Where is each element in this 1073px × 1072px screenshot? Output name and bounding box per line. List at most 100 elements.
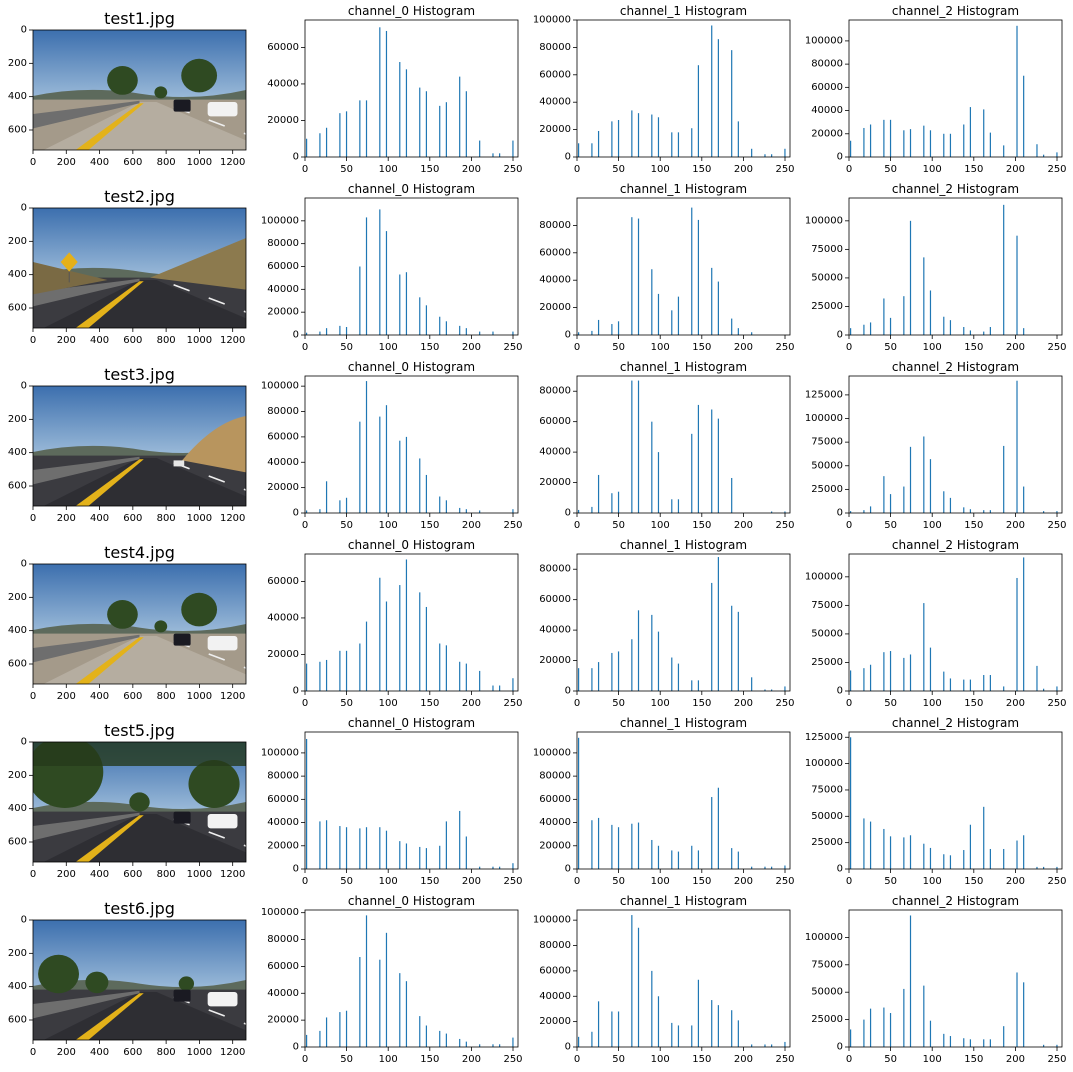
histogram-bar (419, 592, 421, 691)
x-tick-label: 1000 (187, 1047, 212, 1058)
histogram-bar (657, 293, 660, 335)
histogram-bar (989, 1039, 991, 1047)
x-tick-label: 50 (612, 164, 625, 175)
histogram-bar (784, 511, 786, 513)
histogram-bars (850, 557, 1058, 691)
histogram-bar (459, 810, 461, 869)
histogram-bar (1016, 972, 1018, 1047)
histogram-bar (963, 507, 965, 513)
image-panel: test3.jpg 0 200 400 600 800 1000 1200 0 200 400 600 (8, 365, 247, 524)
histogram-bars (578, 557, 786, 691)
histogram-bar (1043, 154, 1045, 157)
histogram-bar (439, 1030, 441, 1047)
x-tick-label: 0 (574, 1054, 580, 1065)
x-tick-label: 100 (379, 520, 398, 531)
x-tick-label: 200 (57, 1047, 76, 1058)
y-tick-label: 40000 (267, 817, 299, 828)
x-tick-label: 150 (964, 342, 983, 353)
histogram-bars (306, 915, 514, 1047)
x-tick-label: 200 (734, 698, 753, 709)
histogram-bar (869, 821, 872, 869)
x-tick-label: 250 (503, 342, 522, 353)
histogram-bar (512, 509, 514, 513)
histogram-bar (319, 133, 321, 157)
x-tick-label: 200 (1006, 520, 1025, 531)
x-tick-label: 1000 (187, 869, 212, 880)
road-photo (33, 30, 246, 150)
x-tick-label: 200 (1006, 876, 1025, 887)
histogram-panel: channel_0 Histogram 0 50 100 150 200 250 0 20000… (261, 182, 523, 353)
histogram-bar (1016, 380, 1018, 513)
axes-frame (304, 909, 519, 1048)
histogram-bar (850, 511, 852, 513)
histogram-bar (1016, 25, 1018, 157)
histogram-panel: channel_1 Histogram 0 50 100 150 200 250 0 20000… (533, 716, 795, 887)
histogram-panel: channel_0 Histogram 0 50 100 150 200 250 0 20000… (267, 4, 522, 175)
y-tick-label: 40000 (267, 988, 299, 999)
histogram-bar (923, 125, 925, 157)
histogram-bar (731, 50, 733, 157)
x-tick-label: 150 (964, 698, 983, 709)
histogram-bar (365, 100, 368, 157)
y-tick-label: 80000 (267, 771, 299, 782)
y-tick-label: 60000 (539, 69, 571, 80)
histogram-bar (405, 69, 408, 157)
histogram-bar (637, 927, 640, 1047)
x-tick-label: 150 (964, 1054, 983, 1065)
x-tick-label: 50 (612, 520, 625, 531)
histogram-bar (969, 824, 972, 869)
histogram-bar (697, 219, 700, 335)
y-tick-label: 200 (8, 414, 27, 425)
histogram-bar (465, 328, 467, 335)
histogram-title: channel_2 Histogram (892, 716, 1019, 730)
histogram-bar (345, 497, 348, 513)
histogram-bar (319, 661, 321, 691)
x-tick-label: 400 (90, 157, 109, 168)
y-tick-label: 600 (8, 303, 27, 314)
histogram-bar (385, 231, 388, 335)
y-tick-label: 125000 (805, 732, 843, 743)
y-tick-label: 75000 (811, 437, 843, 448)
y-tick-label: 75000 (811, 784, 843, 795)
x-tick-label: 150 (420, 1054, 439, 1065)
histogram-bar (909, 446, 912, 513)
y-tick-label: 0 (21, 381, 27, 392)
x-tick-label: 50 (884, 698, 897, 709)
axes-frame (848, 909, 1063, 1048)
axes-frame (576, 19, 791, 158)
histogram-bar (325, 1017, 328, 1047)
histogram-bar (923, 436, 925, 513)
x-tick-label: 100 (651, 698, 670, 709)
x-tick-label: 1000 (187, 691, 212, 702)
histogram-bar (677, 663, 680, 691)
histogram-bar (671, 850, 673, 869)
x-tick-label: 50 (612, 342, 625, 353)
y-tick-label: 50000 (811, 811, 843, 822)
histogram-bar (399, 585, 401, 691)
x-tick-label: 250 (1047, 876, 1066, 887)
y-tick-label: 40000 (267, 457, 299, 468)
road-photo (33, 386, 246, 506)
histogram-bar (651, 269, 653, 335)
histogram-bar (385, 30, 388, 157)
y-tick-label: 0 (21, 559, 27, 570)
histogram-bar (784, 148, 786, 157)
histogram-bar (889, 494, 892, 513)
histogram-bar (465, 1041, 467, 1047)
histogram-bar (1043, 1044, 1045, 1047)
histogram-bar (637, 380, 640, 513)
image-title: test3.jpg (104, 365, 175, 384)
histogram-bar (1023, 328, 1025, 335)
histogram-bar (578, 509, 580, 513)
axes-frame (304, 553, 519, 692)
histogram-bar (983, 109, 985, 157)
histogram-bar (671, 132, 673, 157)
histogram-bar (597, 662, 600, 691)
x-tick-label: 0 (846, 164, 852, 175)
histogram-bar (850, 737, 852, 869)
histogram-bar (983, 675, 985, 691)
histogram-bar (943, 491, 945, 513)
histogram-bar (631, 639, 633, 691)
y-tick-label: 100000 (805, 932, 843, 943)
histogram-bar (578, 668, 580, 691)
